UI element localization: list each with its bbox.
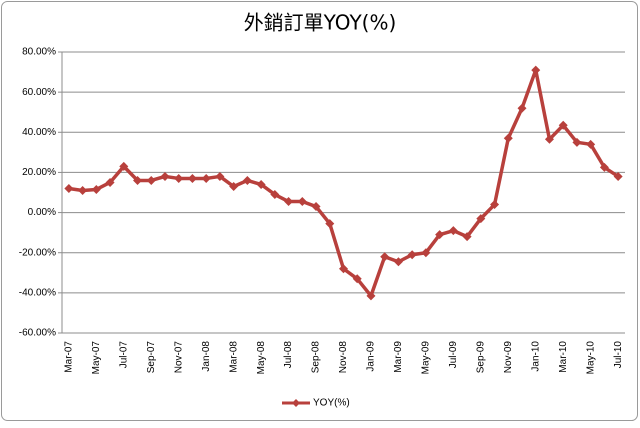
- data-point: [393, 257, 403, 267]
- data-point: [325, 219, 335, 229]
- data-point: [380, 252, 390, 262]
- y-tick-label: 60.00%: [22, 87, 56, 98]
- data-point: [242, 175, 252, 185]
- data-point: [105, 177, 115, 187]
- data-point: [517, 103, 527, 113]
- data-point: [119, 161, 129, 171]
- data-point: [229, 181, 239, 191]
- x-tick-label: Jul-10: [613, 341, 624, 369]
- data-point: [544, 134, 554, 144]
- x-tick-label: May-09: [421, 341, 432, 375]
- x-tick-label: Jul-09: [448, 341, 459, 369]
- data-point: [339, 264, 348, 274]
- x-tick-label: Jan-08: [201, 341, 212, 372]
- chart-title: 外銷訂單YOY(%): [244, 11, 397, 35]
- data-point: [160, 171, 170, 181]
- data-point: [531, 65, 541, 75]
- data-point: [201, 173, 211, 183]
- y-tick-label: 40.00%: [22, 127, 56, 138]
- x-tick-label: Mar-08: [228, 341, 239, 373]
- data-point: [215, 171, 225, 181]
- data-point: [284, 197, 294, 207]
- data-point: [78, 185, 88, 195]
- y-tick-label: 0.00%: [28, 207, 56, 218]
- x-tick-label: Mar-10: [558, 341, 569, 373]
- y-tick-label: -20.00%: [19, 247, 56, 258]
- data-point: [297, 197, 307, 207]
- legend-marker: [292, 399, 300, 407]
- x-tick-label: May-07: [91, 341, 102, 375]
- data-point: [503, 133, 513, 143]
- data-point: [613, 171, 623, 181]
- data-point: [64, 183, 74, 193]
- data-point: [133, 175, 143, 185]
- data-point: [311, 202, 321, 212]
- x-tick-label: Jan-10: [530, 341, 541, 372]
- x-tick-label: Sep-08: [311, 341, 322, 374]
- x-tick-label: Mar-09: [393, 341, 404, 373]
- data-point: [270, 190, 280, 200]
- data-point: [435, 230, 445, 240]
- y-tick-label: -40.00%: [19, 287, 56, 298]
- x-tick-label: May-08: [256, 341, 267, 375]
- x-tick-label: Nov-07: [173, 341, 184, 374]
- x-tick-label: Sep-09: [475, 341, 486, 374]
- data-point: [599, 162, 609, 172]
- y-tick-label: 80.00%: [22, 47, 56, 58]
- data-point: [174, 173, 184, 183]
- x-tick-label: Jan-09: [366, 341, 377, 372]
- y-tick-label: 20.00%: [22, 167, 56, 178]
- data-point: [572, 137, 582, 147]
- data-point: [476, 214, 486, 224]
- data-point: [558, 120, 568, 130]
- y-tick-label: -60.00%: [19, 328, 56, 339]
- x-tick-label: Sep-07: [146, 341, 157, 374]
- data-point: [448, 226, 458, 236]
- data-point: [256, 179, 266, 189]
- data-point: [586, 139, 596, 149]
- x-tick-label: Jul-08: [283, 341, 294, 369]
- x-tick-label: May-10: [585, 341, 596, 375]
- data-point: [462, 232, 472, 242]
- data-point: [187, 173, 197, 183]
- data-point: [421, 248, 431, 258]
- data-point: [490, 200, 500, 210]
- data-point: [91, 184, 101, 194]
- data-point: [366, 291, 376, 301]
- data-point: [146, 175, 156, 185]
- data-point: [352, 274, 362, 284]
- legend-label: YOY(%): [313, 398, 350, 409]
- x-tick-label: Mar-07: [64, 341, 75, 373]
- x-tick-label: Nov-08: [338, 341, 349, 374]
- x-tick-label: Jul-07: [118, 341, 129, 369]
- data-point: [407, 250, 417, 260]
- x-tick-label: Nov-09: [503, 341, 514, 374]
